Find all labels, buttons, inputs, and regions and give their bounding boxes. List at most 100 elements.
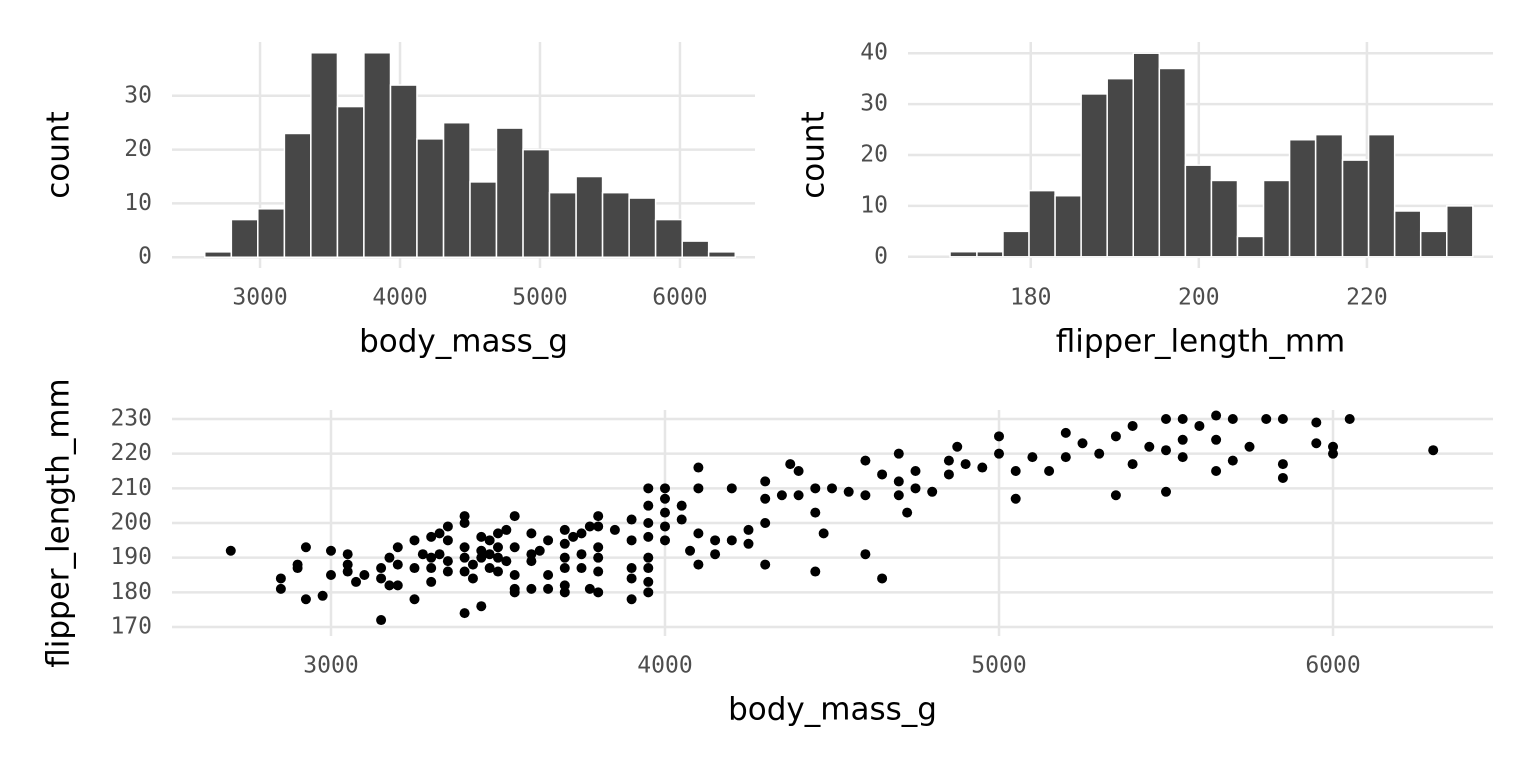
point <box>1060 452 1071 463</box>
point <box>1110 431 1121 442</box>
point <box>643 531 654 542</box>
point <box>526 556 537 567</box>
point <box>434 549 445 560</box>
point <box>342 559 353 570</box>
point <box>484 535 495 546</box>
point <box>860 455 871 466</box>
point <box>409 594 420 605</box>
point <box>559 538 570 549</box>
x-tick-label: 5000 <box>971 653 1026 679</box>
point <box>760 518 771 528</box>
point <box>643 576 654 587</box>
point <box>659 521 670 532</box>
x-tick-label: 220 <box>1346 285 1388 311</box>
bar <box>389 84 418 258</box>
point <box>317 590 328 601</box>
bar <box>1184 164 1213 258</box>
point <box>1110 490 1121 501</box>
point <box>785 459 796 470</box>
point <box>910 466 921 477</box>
point <box>526 549 537 560</box>
point <box>543 583 554 594</box>
point <box>685 545 696 556</box>
point <box>426 531 437 542</box>
point <box>943 455 954 466</box>
point <box>568 531 579 542</box>
bar <box>1210 179 1239 258</box>
point <box>1161 486 1172 497</box>
point <box>810 483 821 494</box>
point <box>643 500 654 511</box>
point <box>626 514 637 525</box>
point <box>743 524 754 535</box>
point <box>275 583 286 594</box>
point <box>1127 420 1138 431</box>
y-tick-label: 30 <box>124 82 152 108</box>
x-tick-label: 4000 <box>637 653 692 679</box>
y-tick-label: 180 <box>110 579 152 605</box>
bar <box>257 208 286 258</box>
point <box>1277 414 1288 425</box>
point <box>359 569 370 580</box>
point <box>476 552 487 563</box>
point <box>1211 434 1222 445</box>
point <box>1144 441 1155 452</box>
point <box>509 587 520 598</box>
point <box>1177 434 1188 445</box>
point <box>325 569 336 580</box>
point <box>760 493 771 504</box>
point <box>1127 459 1138 470</box>
bar <box>654 218 683 258</box>
point <box>793 466 804 477</box>
bar <box>1341 159 1370 258</box>
bar <box>575 175 604 258</box>
bar <box>1367 133 1396 258</box>
point <box>376 563 387 574</box>
point <box>860 549 871 560</box>
point <box>459 552 470 563</box>
point <box>576 549 587 560</box>
point <box>693 528 704 539</box>
point <box>676 500 687 511</box>
point <box>426 563 437 574</box>
y-tick-label: 20 <box>124 136 152 162</box>
point <box>776 490 787 501</box>
point <box>576 528 587 539</box>
point <box>893 476 904 487</box>
bar <box>1314 133 1344 258</box>
x-axis-title: flipper_length_mm <box>1056 324 1346 360</box>
bar <box>495 127 524 258</box>
point <box>626 535 637 546</box>
point <box>376 615 387 626</box>
point <box>693 559 704 570</box>
point <box>434 528 445 539</box>
point <box>459 566 470 577</box>
bar <box>1028 189 1056 258</box>
point <box>417 549 428 560</box>
bar <box>230 218 259 258</box>
point <box>659 535 670 546</box>
point <box>1010 493 1021 504</box>
bar <box>601 191 630 258</box>
point <box>459 518 470 528</box>
point <box>392 559 403 570</box>
point <box>1227 455 1238 466</box>
point <box>501 524 512 535</box>
y-tick-label: 170 <box>110 613 152 639</box>
point <box>1177 414 1188 425</box>
point <box>484 563 495 574</box>
point <box>292 563 303 574</box>
point <box>584 583 595 594</box>
bar <box>1132 52 1161 258</box>
point <box>1311 417 1322 428</box>
point <box>1328 441 1339 452</box>
bar <box>469 181 498 258</box>
point <box>376 573 387 584</box>
y-axis-title: flipper_length_mm <box>41 378 77 668</box>
y-axis-title: count <box>796 111 832 198</box>
bar <box>442 121 471 258</box>
bar <box>707 251 737 258</box>
point <box>1077 438 1088 449</box>
point <box>509 511 520 522</box>
point <box>442 521 453 532</box>
